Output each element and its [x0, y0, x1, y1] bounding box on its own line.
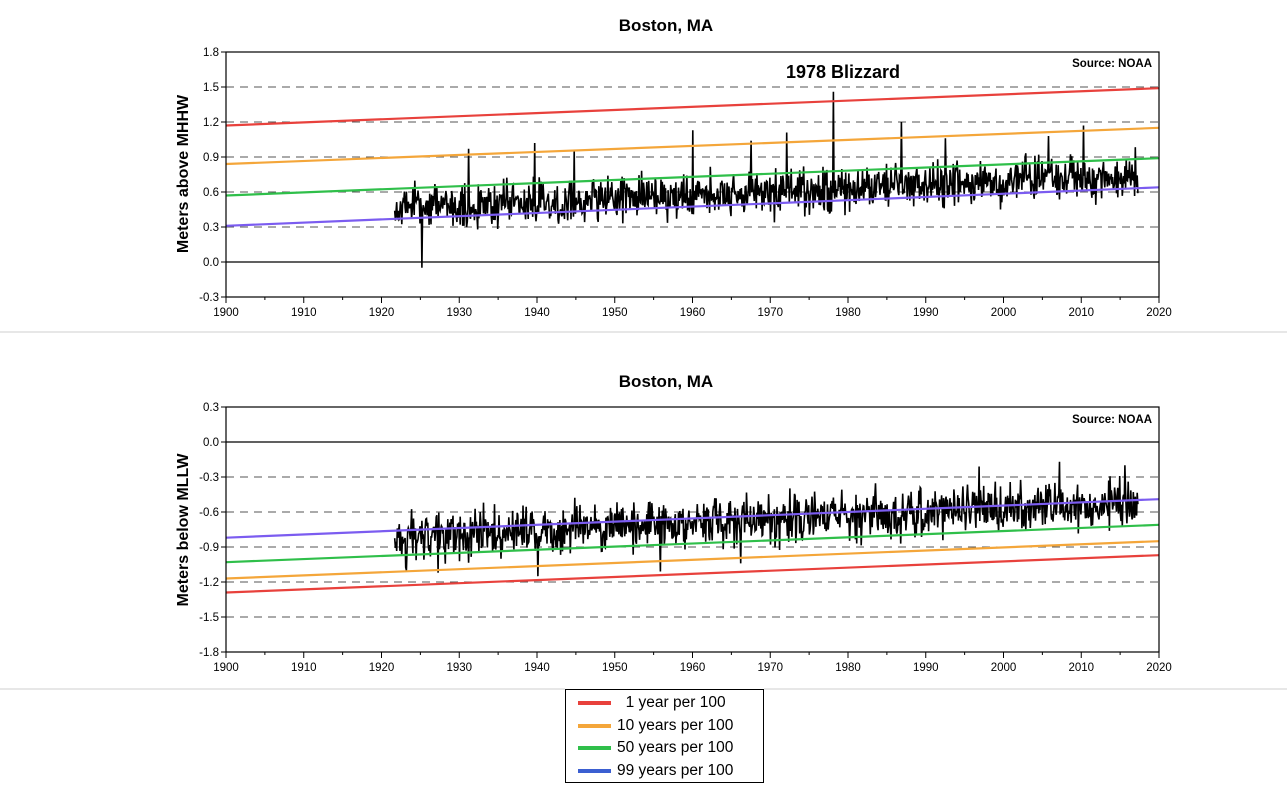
x-tick-label: 2020	[1146, 307, 1172, 319]
x-tick-label: 1980	[835, 307, 861, 319]
trend-line	[225, 126, 1160, 166]
legend-label: 99 years per 100	[617, 761, 734, 779]
legend-item: 99 years per 100	[566, 760, 763, 783]
x-tick-label: 1910	[291, 662, 317, 674]
y-tick-label: 1.5	[203, 82, 219, 94]
x-tick-label: 2000	[991, 662, 1017, 674]
source-note: Source: NOAA	[1072, 414, 1152, 426]
trend-line	[225, 554, 1160, 594]
y-tick-label: 1.8	[203, 47, 219, 59]
x-tick-label: 2010	[1068, 307, 1094, 319]
y-tick-label: 1.2	[203, 117, 219, 129]
y-axis-label: Meters above MHHW	[175, 94, 192, 253]
x-tick-label: 1900	[213, 307, 239, 319]
trend-line	[225, 540, 1160, 580]
y-tick-label: 0.3	[203, 222, 219, 234]
y-tick-label: -1.5	[199, 612, 219, 624]
x-tick-label: 1930	[446, 662, 472, 674]
x-tick-label: 1930	[446, 307, 472, 319]
y-tick-label: 0.9	[203, 152, 219, 164]
y-tick-label: 0.3	[203, 402, 219, 414]
x-tick-label: 1950	[602, 662, 628, 674]
legend-label: 50 years per 100	[617, 739, 734, 757]
trend-line	[225, 87, 1160, 127]
y-tick-label: 0.0	[203, 257, 219, 269]
x-tick-label: 1920	[369, 662, 395, 674]
legend-swatch	[578, 701, 611, 706]
x-tick-label: 1960	[680, 307, 706, 319]
legend-label: 10 years per 100	[617, 716, 734, 734]
blizzard-annotation: 1978 Blizzard	[786, 62, 900, 82]
x-tick-label: 1980	[835, 662, 861, 674]
trend-line	[225, 157, 1160, 197]
x-tick-label: 1910	[291, 307, 317, 319]
legend-swatch	[578, 723, 611, 728]
y-tick-label: -1.2	[199, 577, 219, 589]
y-tick-label: 0.0	[203, 437, 219, 449]
trend-line	[225, 498, 1160, 539]
x-tick-label: 1940	[524, 662, 550, 674]
x-tick-label: 1970	[757, 307, 783, 319]
source-note: Source: NOAA	[1072, 58, 1152, 70]
x-tick-label: 1990	[913, 307, 939, 319]
legend-item: 10 years per 100	[566, 715, 763, 738]
x-tick-label: 1900	[213, 662, 239, 674]
legend-item: 50 years per 100	[566, 737, 763, 760]
x-tick-label: 1920	[369, 307, 395, 319]
chart-panel-top: Boston, MA Meters above MHHW Source: NOA…	[0, 16, 1287, 333]
chart-title: Boston, MA	[619, 372, 713, 391]
y-tick-label: -0.9	[199, 542, 219, 554]
legend-item: 1 year per 100	[566, 692, 763, 715]
x-tick-label: 2020	[1146, 662, 1172, 674]
x-tick-label: 1940	[524, 307, 550, 319]
chart-panel-bottom: Boston, MA Meters below MLLW Source: NOA…	[0, 372, 1287, 690]
chart-title: Boston, MA	[619, 16, 713, 35]
trend-line	[225, 186, 1160, 227]
x-tick-label: 1970	[757, 662, 783, 674]
x-tick-label: 1990	[913, 662, 939, 674]
x-tick-label: 2000	[991, 307, 1017, 319]
legend-swatch	[578, 768, 611, 773]
x-tick-label: 2010	[1068, 662, 1094, 674]
y-tick-label: -0.3	[199, 472, 219, 484]
y-tick-label: -0.3	[199, 292, 219, 304]
y-tick-label: 0.6	[203, 187, 219, 199]
trend-line	[225, 523, 1160, 564]
y-tick-label: -1.8	[199, 647, 219, 659]
y-axis-label: Meters below MLLW	[175, 453, 192, 607]
legend-label: 1 year per 100	[617, 694, 726, 712]
water-level-series	[393, 461, 1139, 577]
water-level-series	[393, 91, 1139, 268]
x-tick-label: 1960	[680, 662, 706, 674]
x-tick-label: 1950	[602, 307, 628, 319]
y-tick-label: -0.6	[199, 507, 219, 519]
legend: 1 year per 100 10 years per 100 50 years…	[565, 689, 764, 783]
legend-swatch	[578, 746, 611, 751]
